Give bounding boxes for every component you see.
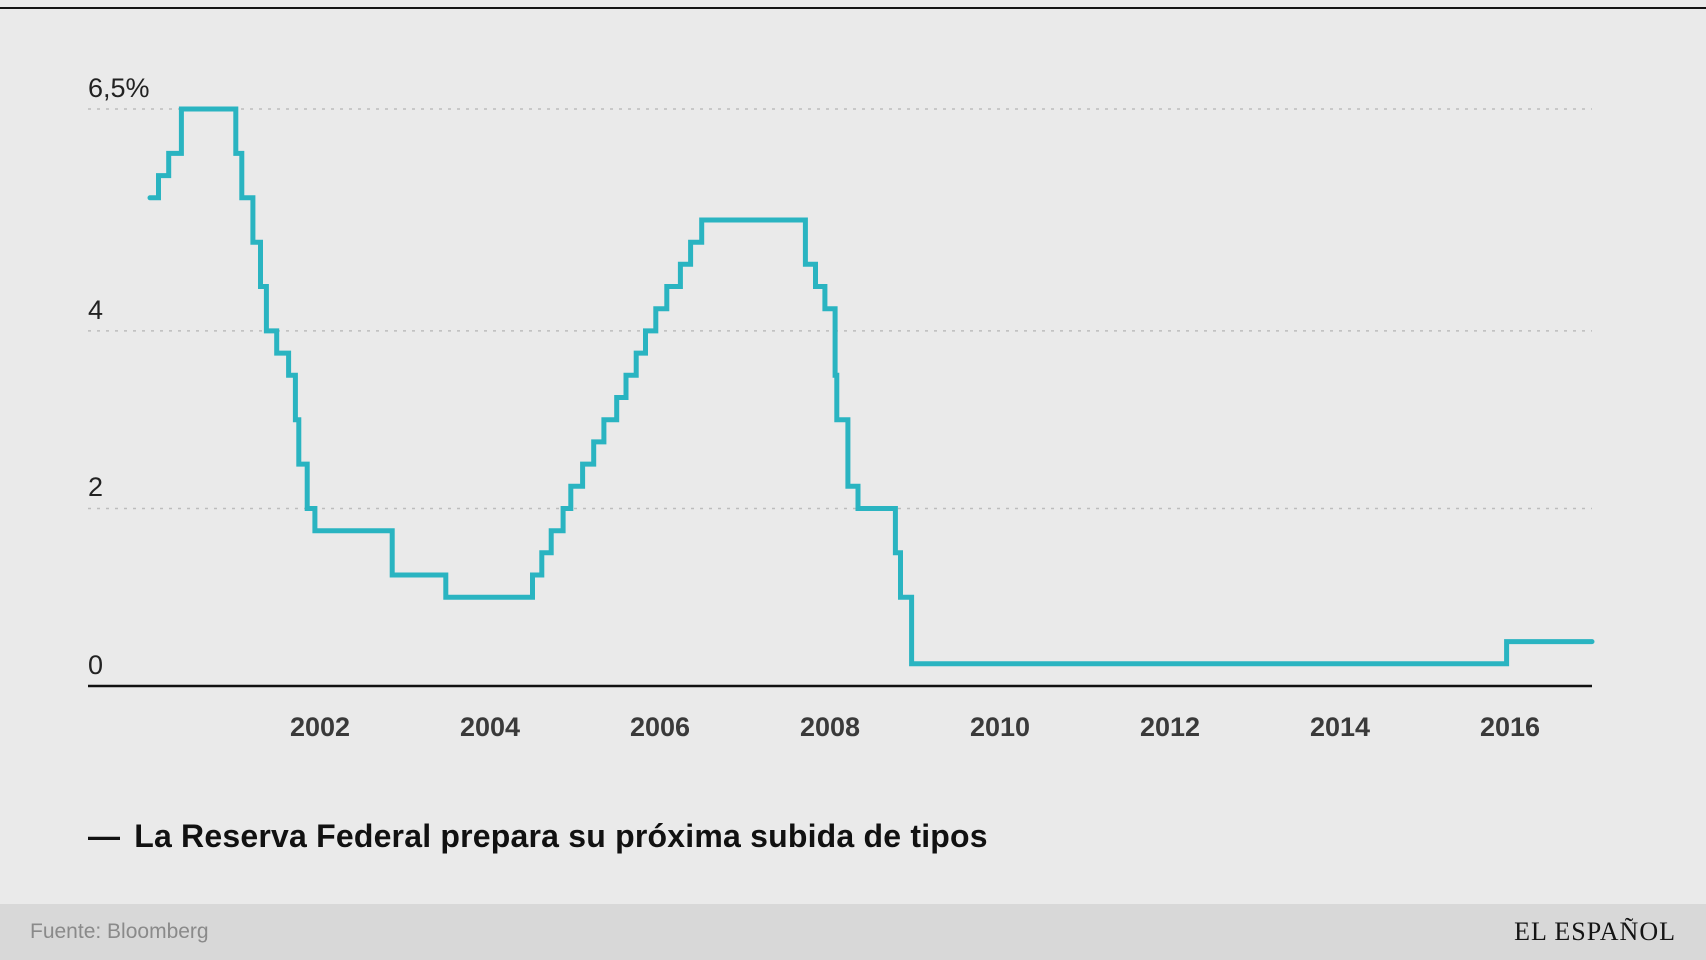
caption-text: La Reserva Federal prepara su próxima su… [134,818,988,854]
legend-dash: — [88,818,121,854]
rate-step-line-chart [88,106,1595,688]
chart-caption: — La Reserva Federal prepara su próxima s… [88,818,988,855]
source-label: Fuente: Bloomberg [30,920,209,943]
chart: 6,5% 4 2 0 2002 2004 2006 2008 2010 2012 2014 2016 [0,73,1706,752]
y-tick-label: 2 [88,472,104,503]
x-tick-label: 2016 [1479,712,1541,742]
x-tick-label: 2012 [1139,712,1201,742]
y-tick-label: 6,5% [88,73,150,103]
x-tick-label: 2006 [629,712,691,742]
fed-funds-rate-line [147,106,1595,667]
top-rule [0,7,1706,9]
x-axis-labels: 2002 2004 2006 2008 2010 2012 2014 2016 [0,712,1706,752]
x-tick-label: 2010 [969,712,1031,742]
x-tick-label: 2014 [1309,712,1371,742]
x-tick-label: 2004 [459,712,521,742]
x-tick-label: 2002 [289,712,351,742]
y-tick-label: 4 [88,294,104,325]
x-tick-label: 2008 [799,712,861,742]
brand-logo: EL ESPAÑOL [1514,917,1676,946]
footer-bar: Fuente: Bloomberg EL ESPAÑOL [0,904,1706,960]
y-tick-label: 0 [88,650,104,680]
